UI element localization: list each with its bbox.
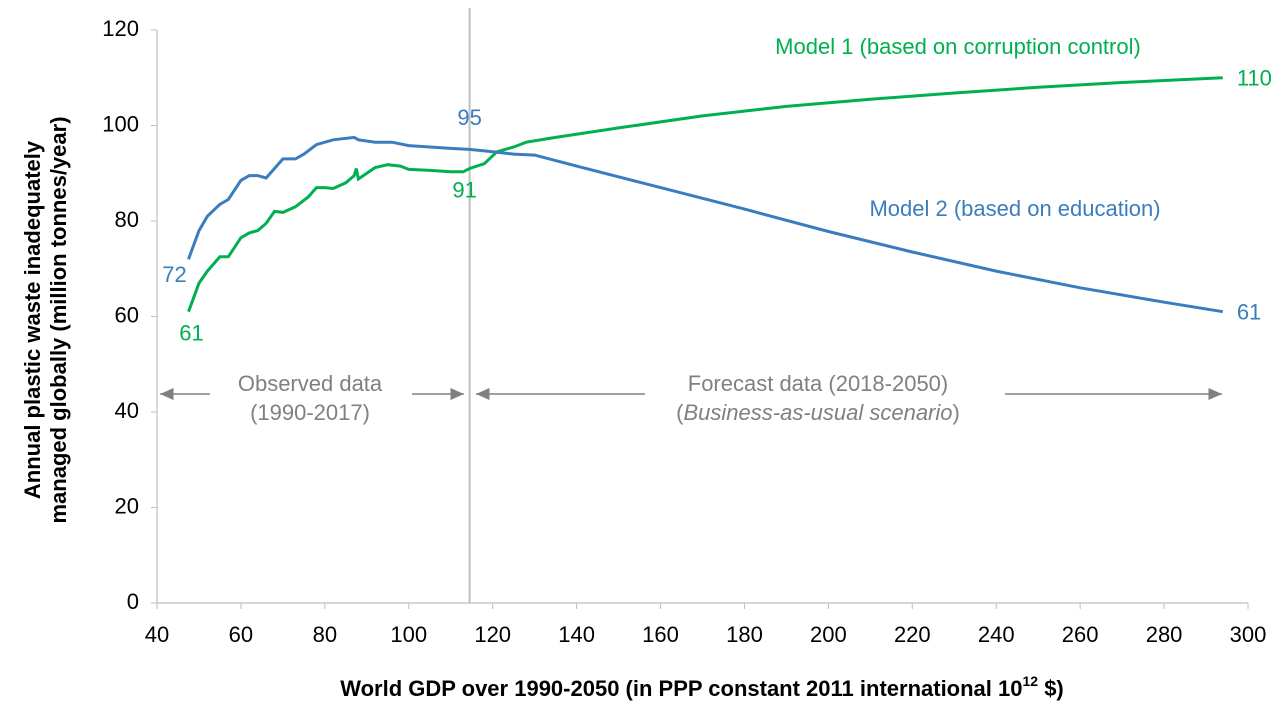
forecast-label: Forecast data (2018-2050) bbox=[688, 371, 949, 396]
note-italic: Business-as-usual scenario bbox=[683, 400, 952, 425]
y-tick-label: 20 bbox=[115, 493, 139, 518]
note-prefix: ( bbox=[676, 400, 684, 425]
x-tick-label: 300 bbox=[1230, 622, 1267, 647]
observed-label: Observed data bbox=[238, 371, 383, 396]
x-title-suffix: $) bbox=[1038, 676, 1064, 701]
x-tick-label: 60 bbox=[229, 622, 253, 647]
x-tick-label: 140 bbox=[558, 622, 595, 647]
observed-period: (1990-2017) bbox=[250, 400, 370, 425]
series-line bbox=[187, 135, 1224, 314]
x-tick-label: 280 bbox=[1146, 622, 1183, 647]
x-tick-label: 260 bbox=[1062, 622, 1099, 647]
y-axis-title: Annual plastic waste inadequately manage… bbox=[20, 116, 71, 523]
x-tick-label: 220 bbox=[894, 622, 931, 647]
x-tick-label: 160 bbox=[642, 622, 679, 647]
note-suffix: ) bbox=[953, 400, 960, 425]
divider-label: 91 bbox=[452, 177, 476, 202]
end-label: 110 bbox=[1237, 66, 1272, 91]
y-tick-label: 80 bbox=[115, 207, 139, 232]
y-tick-label: 40 bbox=[115, 398, 139, 423]
x-tick-label: 200 bbox=[810, 622, 847, 647]
x-title-sup: 12 bbox=[1023, 673, 1039, 689]
x-tick-label: 240 bbox=[978, 622, 1015, 647]
divider-label: 95 bbox=[457, 105, 481, 130]
series-name: Model 1 (based on corruption control) bbox=[775, 34, 1141, 59]
y-tick-label: 0 bbox=[127, 589, 139, 614]
end-label: 61 bbox=[1237, 300, 1261, 325]
y-title-line: managed globally (million tonnes/year) bbox=[46, 116, 71, 523]
y-tick-label: 100 bbox=[102, 111, 139, 136]
y-tick-label: 120 bbox=[102, 16, 139, 41]
y-title-line: Annual plastic waste inadequately bbox=[20, 140, 45, 499]
x-tick-label: 80 bbox=[313, 622, 337, 647]
x-tick-label: 120 bbox=[474, 622, 511, 647]
series-line bbox=[187, 76, 1223, 313]
start-label: 61 bbox=[179, 321, 203, 346]
x-axis-title: World GDP over 1990-2050 (in PPP constan… bbox=[340, 673, 1064, 701]
x-tick-label: 40 bbox=[145, 622, 169, 647]
x-tick-label: 100 bbox=[390, 622, 427, 647]
series-name: Model 2 (based on education) bbox=[869, 196, 1160, 221]
x-title-text: World GDP over 1990-2050 (in PPP constan… bbox=[340, 676, 1022, 701]
x-tick-label: 180 bbox=[726, 622, 763, 647]
y-tick-label: 60 bbox=[115, 302, 139, 327]
forecast-note: (Business-as-usual scenario) bbox=[676, 400, 960, 425]
start-label: 72 bbox=[162, 262, 186, 287]
